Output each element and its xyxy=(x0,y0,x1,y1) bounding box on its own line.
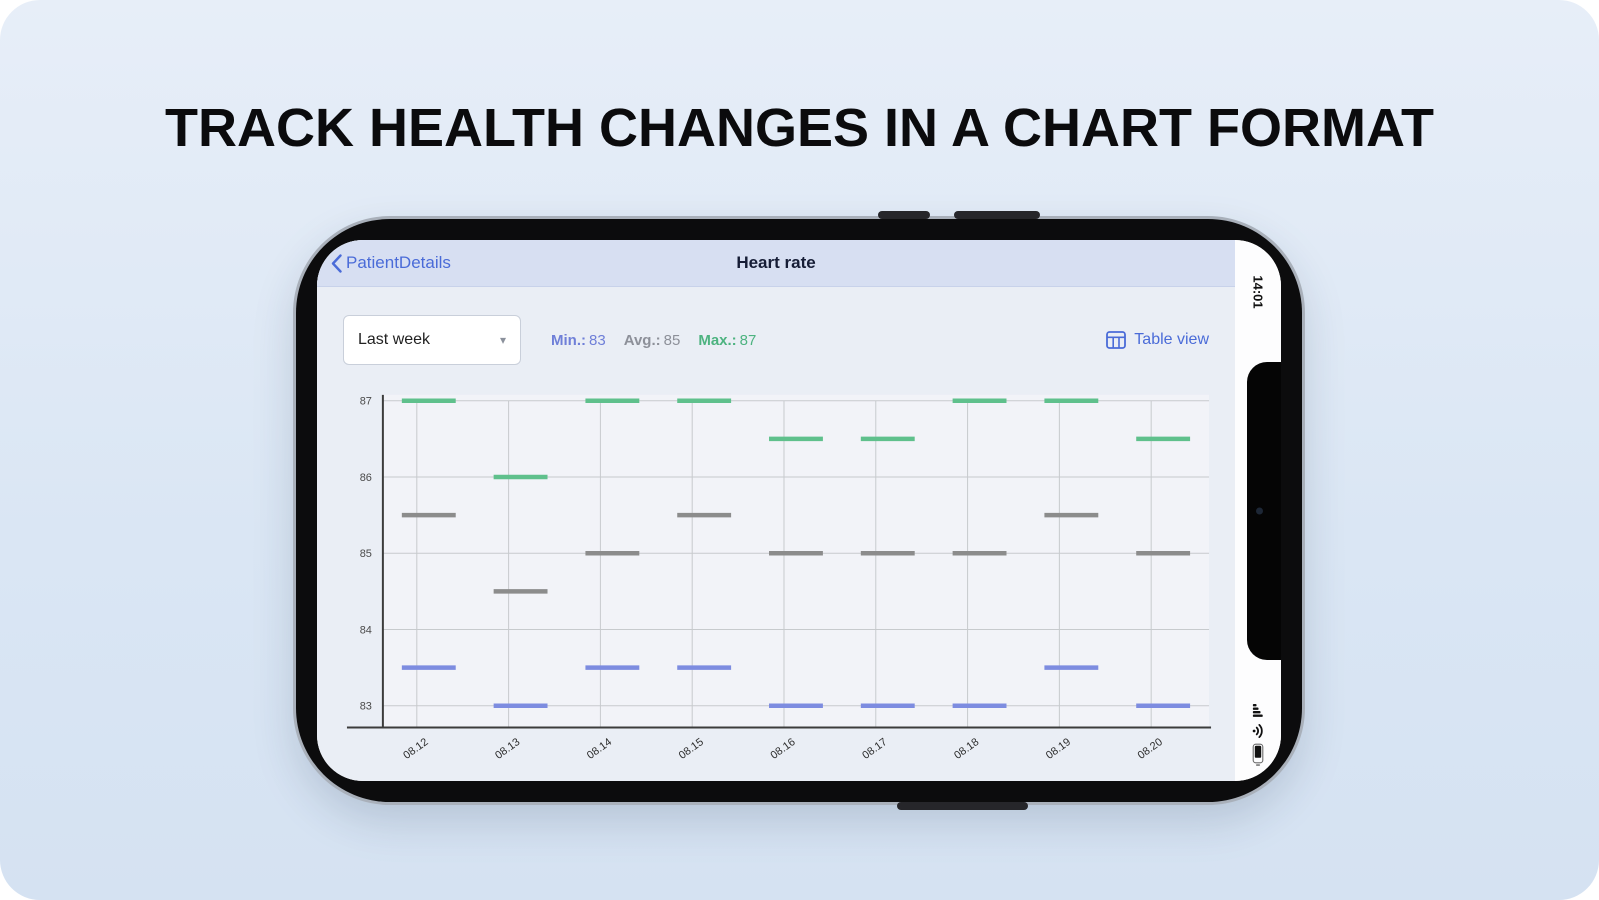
svg-text:87: 87 xyxy=(360,396,372,408)
svg-text:08.15: 08.15 xyxy=(677,736,706,762)
stat-avg-value: 85 xyxy=(663,331,681,349)
phone-notch xyxy=(1247,361,1281,660)
stat-max: Max.: 87 xyxy=(698,332,756,349)
period-dropdown[interactable]: Last week ▾ xyxy=(343,315,521,365)
page-title: TRACK HEALTH CHANGES IN A CHART FORMAT xyxy=(165,98,1434,158)
svg-text:08.12: 08.12 xyxy=(401,736,430,762)
status-bar: 14:01 xyxy=(1235,240,1281,781)
svg-text:08.19: 08.19 xyxy=(1044,736,1073,762)
battery-icon xyxy=(1252,743,1264,767)
phone-volume-down-button xyxy=(954,211,1040,219)
back-button[interactable]: PatientDetails xyxy=(331,253,451,273)
back-label: PatientDetails xyxy=(346,253,451,272)
back-chevron-icon xyxy=(331,253,342,273)
stat-min-value: 83 xyxy=(589,331,606,349)
table-view-label: Table view xyxy=(1134,331,1209,348)
svg-text:08.20: 08.20 xyxy=(1136,736,1165,762)
app-screen: PatientDetails Heart rate Last week ▾ Mi… xyxy=(317,240,1235,781)
table-icon xyxy=(1106,331,1127,349)
phone-screen: PatientDetails Heart rate Last week ▾ Mi… xyxy=(317,240,1281,781)
stat-max-value: 87 xyxy=(739,331,757,349)
screen-title: Heart rate xyxy=(736,253,816,272)
svg-text:08.13: 08.13 xyxy=(493,736,522,762)
stat-avg-label: Avg.: xyxy=(623,331,661,349)
svg-text:84: 84 xyxy=(360,624,372,636)
wifi-icon xyxy=(1252,724,1263,738)
camera-icon xyxy=(1256,507,1263,514)
svg-text:83: 83 xyxy=(360,701,372,713)
svg-text:08.18: 08.18 xyxy=(952,736,981,762)
stat-min-label: Min.: xyxy=(551,331,586,349)
svg-text:08.17: 08.17 xyxy=(860,736,889,762)
svg-text:08.16: 08.16 xyxy=(768,736,797,762)
phone-volume-up-button xyxy=(878,211,930,219)
nav-bar: PatientDetails Heart rate xyxy=(317,240,1235,287)
stats-summary: Min.: 83 Avg.: 85 Max.: 87 xyxy=(551,332,756,349)
stat-min: Min.: 83 xyxy=(551,332,606,349)
chart-controls: Last week ▾ Min.: 83 Avg.: 85 Max.: 87 xyxy=(343,315,1209,365)
table-view-button[interactable]: Table view xyxy=(1106,331,1209,349)
svg-text:85: 85 xyxy=(360,548,372,560)
heart-rate-chart: 87 86 85 84 83 08.12 08.13 08.14 08.15 08.16 08.17… xyxy=(331,379,1229,777)
phone-mockup: PatientDetails Heart rate Last week ▾ Mi… xyxy=(296,211,1302,810)
svg-text:08.14: 08.14 xyxy=(585,736,614,762)
svg-text:86: 86 xyxy=(360,472,372,484)
heart-rate-chart-canvas: 87 86 85 84 83 08.12 08.13 08.14 08.15 08.16 08.17… xyxy=(346,394,1212,762)
stat-avg: Avg.: 85 xyxy=(624,332,681,349)
status-time: 14:01 xyxy=(1250,275,1266,309)
chevron-down-icon: ▾ xyxy=(499,333,506,347)
status-icons xyxy=(1252,704,1264,767)
signal-icon xyxy=(1252,704,1263,717)
phone-power-button xyxy=(897,802,1028,810)
stat-max-label: Max.: xyxy=(698,331,737,349)
period-dropdown-value: Last week xyxy=(358,331,431,348)
